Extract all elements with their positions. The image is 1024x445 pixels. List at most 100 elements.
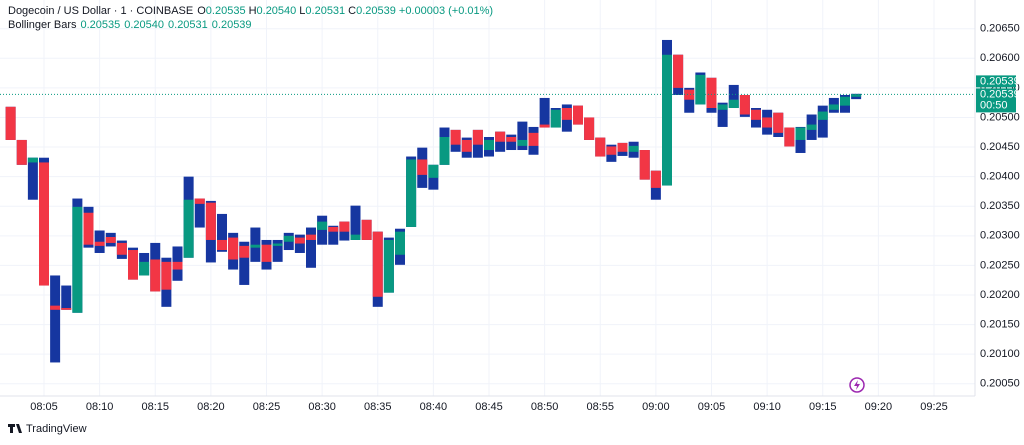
wick (539, 97, 550, 128)
candle-body (662, 54, 672, 186)
candle-body (606, 146, 617, 155)
y-tick-label: 0.20250 (980, 259, 1020, 271)
candle-body (784, 127, 795, 147)
candle-body (495, 131, 506, 142)
brand-logo (8, 424, 22, 433)
candle-body (406, 159, 417, 227)
candle-body (450, 129, 461, 145)
wick (217, 213, 227, 252)
candle-body (484, 139, 494, 151)
x-tick-label: 09:00 (642, 401, 670, 413)
candle-body (328, 226, 339, 232)
candle-body (317, 221, 328, 230)
candle-body (828, 104, 839, 110)
candle-body (539, 124, 550, 128)
y-tick-label: 0.20650 (980, 23, 1020, 35)
indicator-price-box (976, 75, 1016, 88)
x-tick-label: 08:45 (475, 401, 503, 413)
y-tick-label: 0.20200 (980, 289, 1020, 301)
candle-body (806, 124, 817, 130)
candle-body (695, 74, 706, 105)
candle-body (773, 112, 784, 133)
wick (194, 198, 205, 228)
icon-circle[interactable] (849, 377, 865, 393)
wick (506, 134, 517, 151)
candle-body (72, 206, 83, 313)
wick (728, 84, 739, 109)
wick (239, 241, 250, 285)
candle-body (472, 129, 483, 145)
symbol: Dogecoin / US Dollar · 1 · COINBASE (8, 5, 193, 17)
candle-body (817, 111, 828, 120)
y-tick-label: 0.20350 (980, 200, 1020, 212)
high: 0.20540 (257, 5, 297, 17)
indicator-legend: Bollinger Bars 0.20535 0.20540 0.20531 0.205… (8, 19, 252, 31)
header: Dogecoin / US Dollar · 1 · COINBASE O 0.20… (8, 5, 493, 17)
candle-body (194, 198, 205, 204)
candle-body (139, 261, 150, 276)
candle-body (16, 139, 27, 165)
candle-body (205, 202, 216, 240)
x-tick-label: 08:20 (197, 401, 225, 413)
wick (250, 227, 261, 262)
candle-body (150, 259, 161, 292)
o-label: O (197, 5, 206, 17)
wick (50, 275, 61, 363)
countdown: 00:50 (980, 99, 1008, 111)
x-tick-label: 08:40 (420, 401, 448, 413)
candle-body (561, 108, 572, 120)
wick (350, 205, 361, 240)
wick (817, 105, 828, 138)
candles (5, 39, 862, 363)
candle-body (684, 89, 695, 100)
x-tick-label: 08:15 (141, 401, 169, 413)
candle-body (105, 237, 116, 243)
icon-bolt[interactable] (854, 380, 860, 390)
wick (717, 102, 728, 127)
change: +0.00003 (+0.01%) (399, 5, 493, 17)
indicator-value: 0.20531 (168, 19, 208, 31)
candle-body (306, 234, 316, 240)
candle-body (128, 250, 138, 280)
wick (306, 227, 316, 268)
candle-body (172, 261, 183, 270)
x-tick-label: 09:10 (753, 401, 781, 413)
wick (61, 285, 72, 310)
x-tick-label: 08:30 (308, 401, 336, 413)
candle-body (762, 117, 773, 128)
candle-body (50, 305, 61, 310)
candle-body (183, 199, 194, 258)
indicator-value: 0.20540 (124, 19, 164, 31)
y-tick-label: 0.20100 (980, 348, 1020, 360)
indicator-value: 0.20539 (212, 19, 252, 31)
candle-body (528, 132, 539, 146)
wick (328, 225, 339, 245)
x-tick-label: 08:10 (86, 401, 114, 413)
wick (272, 239, 283, 262)
x-tick-label: 09:15 (809, 401, 837, 413)
candle-body (27, 157, 38, 163)
candle-body (372, 231, 383, 297)
replay-icon[interactable] (849, 377, 865, 393)
candle-body (673, 54, 684, 88)
wick (517, 121, 528, 151)
brand-name: TradingView (26, 423, 87, 435)
x-tick-label: 08:50 (531, 401, 559, 413)
candle-body (506, 137, 517, 142)
candle-body (628, 145, 639, 152)
low: 0.20531 (305, 5, 345, 17)
candle-body (116, 242, 127, 255)
candle-body (795, 127, 806, 140)
y-tick-label: 0.20050 (980, 378, 1020, 390)
candle-body (383, 239, 394, 293)
x-tick-label: 09:05 (698, 401, 726, 413)
candle-body (439, 137, 450, 165)
candle-body (417, 159, 428, 175)
candle-body (261, 244, 272, 262)
indicator-price-label: 0.20539 (980, 75, 1020, 87)
x-tick-label: 08:05 (30, 401, 58, 413)
x-tick-label: 08:25 (253, 401, 281, 413)
candle-body (361, 219, 372, 240)
candle-body (639, 150, 650, 180)
